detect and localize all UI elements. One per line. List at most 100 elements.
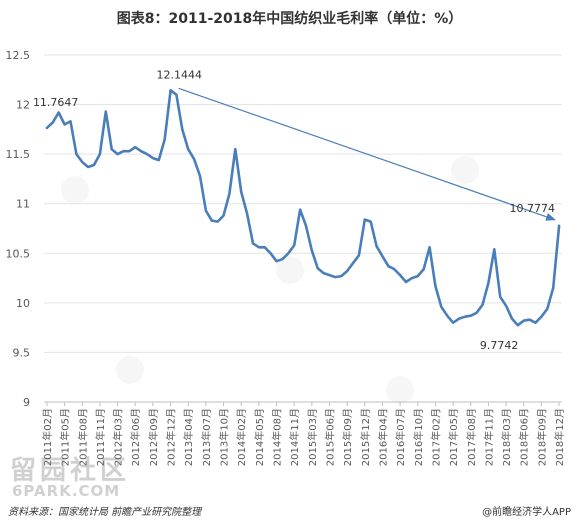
data-point <box>204 209 207 212</box>
x-tick-label: 2011年05月 <box>59 408 72 466</box>
data-point <box>310 249 313 252</box>
x-tick-label: 2017年05月 <box>447 408 460 466</box>
data-label: 10.7774 <box>510 202 556 215</box>
data-point <box>422 268 425 271</box>
data-point <box>316 267 319 270</box>
data-point <box>369 220 372 223</box>
data-point <box>146 153 149 156</box>
data-point <box>304 224 307 227</box>
data-point <box>499 295 502 298</box>
data-point <box>334 276 337 279</box>
x-tick-label: 2018年06月 <box>518 408 531 466</box>
x-tick-label: 2015年03月 <box>306 408 319 466</box>
data-point <box>275 260 278 263</box>
data-point <box>198 174 201 177</box>
y-tick-label: 9 <box>23 396 30 409</box>
data-point <box>363 218 366 221</box>
data-point <box>534 321 537 324</box>
data-point <box>187 148 190 151</box>
y-tick-label: 12.5 <box>6 49 31 62</box>
data-point <box>246 212 249 215</box>
data-point <box>57 111 60 114</box>
trend-arrow <box>178 87 557 221</box>
data-point <box>63 123 66 126</box>
data-point <box>399 274 402 277</box>
data-point <box>210 219 213 222</box>
source-note: 资料来源：国家统计局 前瞻产业研究院整理 <box>8 507 202 518</box>
data-point <box>81 161 84 164</box>
data-point <box>163 138 166 141</box>
data-point <box>87 166 90 169</box>
data-point <box>257 246 260 249</box>
x-tick-label: 2018年12月 <box>553 408 566 466</box>
data-point <box>452 321 455 324</box>
data-point <box>51 121 54 124</box>
data-point <box>540 315 543 318</box>
x-tick-label: 2017年08月 <box>465 408 478 466</box>
data-point <box>463 315 466 318</box>
data-point <box>128 150 131 153</box>
data-point <box>134 146 137 149</box>
data-point <box>352 262 355 265</box>
y-tick-label: 10 <box>16 297 30 310</box>
x-tick-label: 2016年04月 <box>376 408 389 466</box>
data-point <box>469 314 472 317</box>
watermark-logo <box>61 156 479 404</box>
x-tick-label: 2012年03月 <box>112 408 125 466</box>
x-tick-label: 2012年06月 <box>129 408 142 466</box>
data-point <box>522 319 525 322</box>
data-point <box>234 148 237 151</box>
data-label: 12.1444 <box>157 68 203 81</box>
x-tick-label: 2017年02月 <box>429 408 442 466</box>
y-tick-label: 11.5 <box>6 148 31 161</box>
data-label: 11.7647 <box>33 96 78 109</box>
data-point <box>140 150 143 153</box>
data-point <box>528 318 531 321</box>
data-point <box>110 148 113 151</box>
data-point <box>293 244 296 247</box>
data-point <box>457 317 460 320</box>
data-point <box>116 153 119 156</box>
data-point <box>157 159 160 162</box>
data-point <box>98 153 101 156</box>
x-tick-label: 2011年02月 <box>41 408 54 466</box>
x-tick-label: 2014年11月 <box>288 408 301 466</box>
data-point <box>546 307 549 310</box>
data-point <box>240 190 243 193</box>
data-point <box>416 275 419 278</box>
data-point <box>475 311 478 314</box>
data-point <box>346 270 349 273</box>
data-point <box>228 192 231 195</box>
data-point <box>69 120 72 123</box>
data-point <box>193 158 196 161</box>
x-tick-label: 2018年09月 <box>535 408 548 466</box>
data-point <box>328 274 331 277</box>
data-point <box>405 281 408 284</box>
watermark-text: 留园社区 <box>10 456 131 486</box>
data-point <box>505 304 508 307</box>
brand-note: @前瞻经济学人APP <box>482 507 571 518</box>
x-tick-label: 2013年10月 <box>218 408 231 466</box>
data-point <box>216 220 219 223</box>
x-tick-label: 2014年08月 <box>271 408 284 466</box>
data-point <box>481 303 484 306</box>
x-tick-label: 2014年02月 <box>235 408 248 466</box>
data-point <box>181 128 184 131</box>
data-point <box>93 164 96 167</box>
data-point <box>487 282 490 285</box>
data-point <box>299 208 302 211</box>
data-point <box>122 150 125 153</box>
data-point <box>375 245 378 248</box>
data-point <box>357 254 360 257</box>
data-point <box>222 214 225 217</box>
x-tick-label: 2016年07月 <box>394 408 407 466</box>
data-point <box>169 89 172 92</box>
x-tick-label: 2011年08月 <box>76 408 89 466</box>
data-point <box>558 224 561 227</box>
data-point <box>251 242 254 245</box>
x-tick-label: 2015年12月 <box>359 408 372 466</box>
data-point <box>552 286 555 289</box>
x-tick-label: 2018年03月 <box>500 408 513 466</box>
x-tick-label: 2015年06月 <box>323 408 336 466</box>
